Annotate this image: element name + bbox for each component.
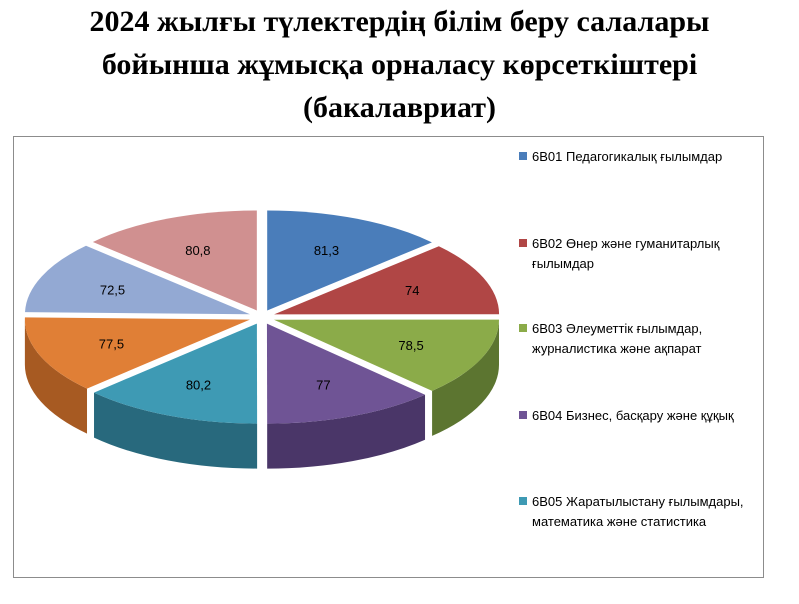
legend-label-6b01: 6В01 Педагогикалық ғылымдар: [532, 149, 723, 164]
legend-label-6b02: 6В02 Өнер және гуманитарлық ғылымдар: [532, 236, 720, 271]
slice-value-label-8: 80,8: [185, 243, 210, 258]
legend-swatch-6b05: [519, 497, 527, 505]
title-line-2: бойынша жұмысқа орналасу көрсеткіштері: [101, 48, 698, 81]
pie-slice-3: [274, 319, 500, 391]
pie-slice-side-3: [432, 319, 499, 436]
pie-slice-4: [266, 323, 426, 424]
legend-label-6b03: 6В03 Әлеуметтік ғылымдар, журналистика ж…: [532, 321, 703, 356]
legend-label-6b05: 6В05 Жаратылыстану ғылымдары, математика…: [532, 494, 744, 529]
pie-slice-side-4: [267, 394, 426, 469]
legend-swatch-6b02: [519, 239, 527, 247]
pie-slice-2: [274, 246, 500, 315]
slice-value-label-6: 77,5: [99, 336, 124, 351]
slice-value-label-5: 80,2: [186, 377, 211, 392]
pie-slice-8: [92, 210, 257, 311]
pie-slice-side-6: [24, 319, 88, 434]
legend-swatch-6b04: [519, 411, 527, 419]
pie-slice-side-5: [94, 392, 258, 469]
pie-slice-5: [94, 323, 258, 424]
slice-value-label-2: 74: [405, 283, 419, 298]
slice-value-label-1: 81,3: [314, 243, 339, 258]
pie-chart: 81,3 74 78,5 77 80,2 77,5 72,5 80,8: [24, 210, 500, 469]
legend-swatch-6b03: [519, 324, 527, 332]
slice-value-label-3: 78,5: [398, 338, 423, 353]
title-line-3: (бакалавриат): [302, 91, 497, 124]
chart-title: 2024 жылғы түлектердің білім беру салала…: [0, 0, 799, 129]
title-line-1: 2024 жылғы түлектердің білім беру салала…: [89, 5, 710, 38]
legend-swatch-6b01: [519, 152, 527, 160]
slice-value-label-7: 72,5: [100, 282, 125, 297]
legend-label-6b04: 6В04 Бизнес, басқару және құқық: [532, 408, 734, 423]
chart-area: [13, 136, 764, 578]
pie-slice-6: [24, 317, 250, 389]
slice-value-label-4: 77: [316, 378, 330, 393]
pie-slice-7: [25, 245, 250, 315]
pie-slice-1: [267, 210, 432, 311]
